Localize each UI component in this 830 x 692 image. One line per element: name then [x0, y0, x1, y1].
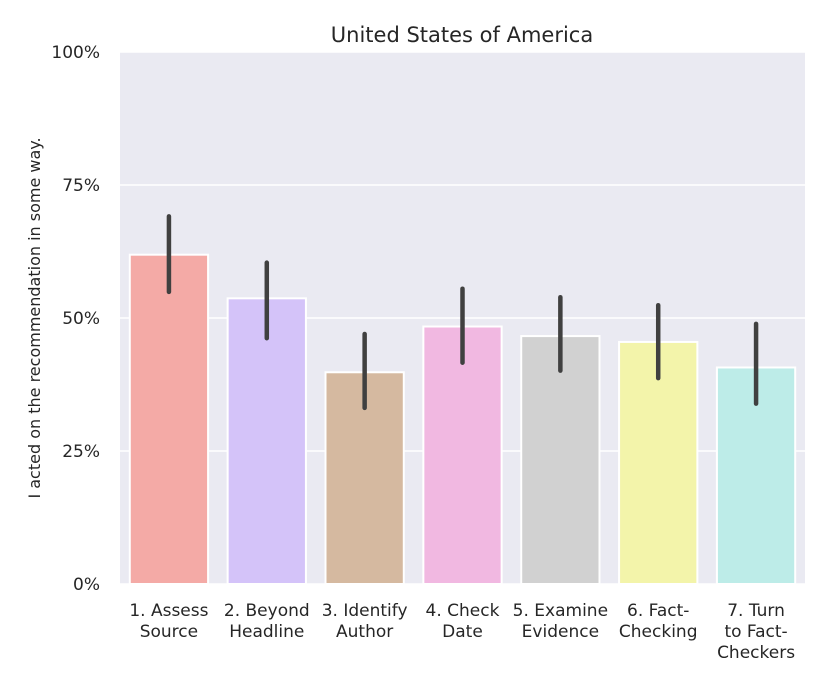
x-tick-label: to Fact-	[724, 622, 787, 642]
x-tick-label: 5. Examine	[513, 601, 608, 621]
y-axis-label: I acted on the recommendation in some wa…	[25, 137, 44, 498]
y-tick-label: 25%	[62, 442, 100, 462]
y-tick-label: 100%	[51, 43, 100, 63]
x-tick-label: 1. Assess	[129, 601, 208, 621]
x-tick-label: Headline	[229, 622, 304, 642]
bar	[422, 325, 503, 585]
x-tick-label: Checkers	[717, 643, 795, 663]
y-tick-label: 50%	[62, 309, 100, 329]
y-tick-label: 75%	[62, 176, 100, 196]
bar	[128, 253, 210, 586]
x-tick-label: Source	[140, 622, 198, 642]
bar	[226, 297, 307, 585]
error-bars-group	[166, 214, 759, 411]
y-tick-label: 0%	[73, 575, 100, 595]
x-tick-label: 7. Turn	[727, 601, 785, 621]
x-tick-label: 4. Check	[426, 601, 500, 621]
x-tick-label: 3. Identify	[322, 601, 408, 621]
x-tick-label: Checking	[619, 622, 698, 642]
bar	[520, 335, 601, 586]
x-tick-label: 6. Fact-	[627, 601, 689, 621]
x-tick-label: Evidence	[522, 622, 599, 642]
x-tick-label: Date	[442, 622, 483, 642]
x-tick-label: 2. Beyond	[224, 601, 310, 621]
x-tick-label: Author	[336, 622, 393, 642]
bars-group	[128, 253, 797, 586]
y-axis-ticks: 0% 25% 50% 75% 100%	[51, 43, 100, 595]
chart-title: United States of America	[331, 23, 593, 47]
